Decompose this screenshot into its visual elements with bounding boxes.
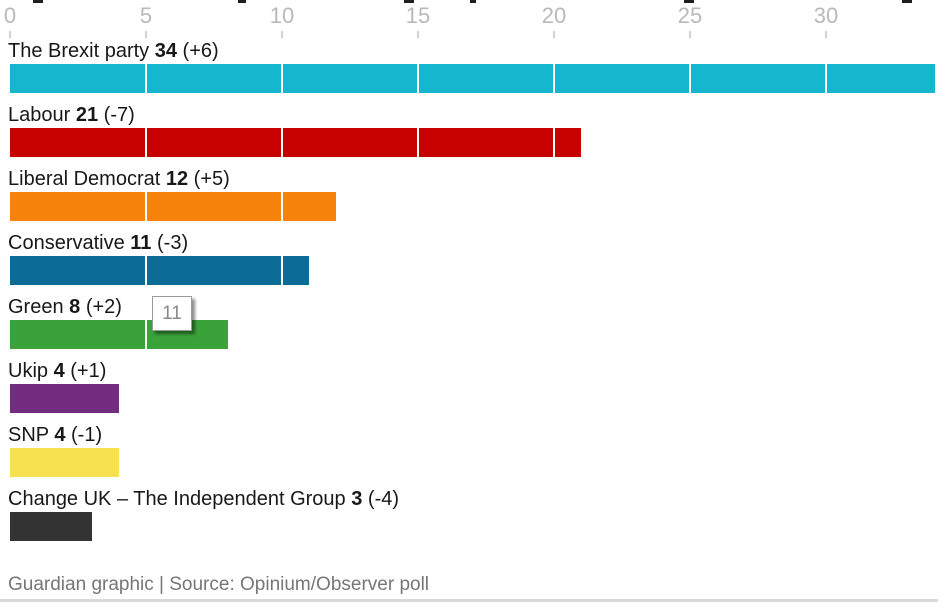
axis-tick-mark bbox=[281, 31, 283, 38]
bar-row: Green 8 (+2) bbox=[0, 294, 949, 358]
gridline bbox=[145, 192, 147, 221]
party-name: Labour bbox=[8, 104, 71, 126]
bar[interactable] bbox=[10, 448, 119, 477]
axis-tick-mark bbox=[825, 31, 827, 38]
gridline bbox=[145, 320, 147, 349]
bar-label: Ukip 4 (+1) bbox=[8, 358, 106, 384]
cropped-title-fragment bbox=[238, 0, 246, 3]
tooltip: 11 bbox=[152, 296, 192, 331]
party-name: The Brexit party bbox=[8, 40, 150, 62]
gridline bbox=[145, 64, 147, 93]
cropped-title-fragment bbox=[404, 0, 414, 3]
party-change: (-4) bbox=[367, 488, 400, 510]
bottom-divider bbox=[0, 599, 938, 602]
bar-label: Liberal Democrat 12 (+5) bbox=[8, 166, 230, 192]
axis-tick-label: 15 bbox=[405, 3, 431, 28]
bar-label: The Brexit party 34 (+6) bbox=[8, 38, 219, 64]
bar-row: Labour 21 (-7) bbox=[0, 102, 949, 166]
party-name: SNP bbox=[8, 424, 49, 446]
bar[interactable] bbox=[10, 256, 310, 285]
bar[interactable] bbox=[10, 192, 337, 221]
party-change: (+2) bbox=[85, 296, 122, 318]
axis-tick-label: 5 bbox=[139, 3, 153, 28]
bar[interactable] bbox=[10, 320, 228, 349]
party-name: Green bbox=[8, 296, 64, 318]
bar-row: Change UK – The Independent Group 3 (-4) bbox=[0, 486, 949, 550]
gridline bbox=[689, 64, 691, 93]
gridline bbox=[145, 256, 147, 285]
party-value: 34 bbox=[154, 40, 177, 62]
party-value: 4 bbox=[53, 360, 65, 382]
gridline bbox=[281, 256, 283, 285]
tooltip-value: 11 bbox=[162, 302, 182, 324]
gridline bbox=[553, 64, 555, 93]
bar[interactable] bbox=[10, 64, 935, 93]
cropped-title-fragment bbox=[470, 0, 476, 3]
source-credit: Guardian graphic | Source: Opinium/Obser… bbox=[8, 574, 430, 595]
party-value: 11 bbox=[130, 232, 152, 254]
bar-row: Conservative 11 (-3) bbox=[0, 230, 949, 294]
gridline bbox=[145, 128, 147, 157]
axis-tick-mark bbox=[553, 31, 555, 38]
gridline bbox=[417, 64, 419, 93]
axis-tick-label: 30 bbox=[813, 3, 839, 28]
gridline bbox=[825, 64, 827, 93]
party-value: 21 bbox=[75, 104, 99, 126]
gridline bbox=[281, 128, 283, 157]
bar-row: Liberal Democrat 12 (+5) bbox=[0, 166, 949, 230]
bar-row: SNP 4 (-1) bbox=[0, 422, 949, 486]
cropped-title-fragment bbox=[684, 0, 694, 3]
party-value: 3 bbox=[351, 488, 363, 510]
party-change: (-3) bbox=[157, 232, 189, 254]
party-name: Change UK – The Independent Group bbox=[8, 488, 346, 510]
axis-tick-mark bbox=[9, 31, 11, 38]
party-name: Conservative bbox=[8, 232, 125, 254]
bar-row: The Brexit party 34 (+6) bbox=[0, 38, 949, 102]
cropped-title-fragment bbox=[33, 0, 43, 3]
party-change: (+6) bbox=[182, 40, 219, 62]
axis-tick-mark bbox=[689, 31, 691, 38]
party-value: 8 bbox=[69, 296, 81, 318]
bar-label: Change UK – The Independent Group 3 (-4) bbox=[8, 486, 399, 512]
bar[interactable] bbox=[10, 512, 92, 541]
bar-label: Green 8 (+2) bbox=[8, 294, 122, 320]
party-change: (+1) bbox=[70, 360, 107, 382]
party-value: 12 bbox=[165, 168, 189, 190]
axis-tick-mark bbox=[417, 31, 419, 38]
party-change: (+5) bbox=[193, 168, 230, 190]
axis-tick-label: 0 bbox=[3, 3, 17, 28]
gridline bbox=[281, 64, 283, 93]
axis-tick-label: 20 bbox=[541, 3, 567, 28]
bar[interactable] bbox=[10, 384, 119, 413]
bar-label: Labour 21 (-7) bbox=[8, 102, 135, 128]
cropped-title-fragment bbox=[902, 0, 912, 3]
party-name: Liberal Democrat bbox=[8, 168, 161, 190]
party-change: (-1) bbox=[71, 424, 103, 446]
bar-label: SNP 4 (-1) bbox=[8, 422, 102, 448]
axis-tick-label: 10 bbox=[269, 3, 295, 28]
gridline bbox=[417, 128, 419, 157]
bar-label: Conservative 11 (-3) bbox=[8, 230, 188, 256]
party-value: 4 bbox=[54, 424, 66, 446]
bar[interactable] bbox=[10, 128, 582, 157]
axis-tick-mark bbox=[145, 31, 147, 38]
gridline bbox=[281, 192, 283, 221]
party-name: Ukip bbox=[8, 360, 49, 382]
bar-row: Ukip 4 (+1) bbox=[0, 358, 949, 422]
gridline bbox=[553, 128, 555, 157]
party-change: (-7) bbox=[103, 104, 135, 126]
axis-tick-label: 25 bbox=[677, 3, 703, 28]
